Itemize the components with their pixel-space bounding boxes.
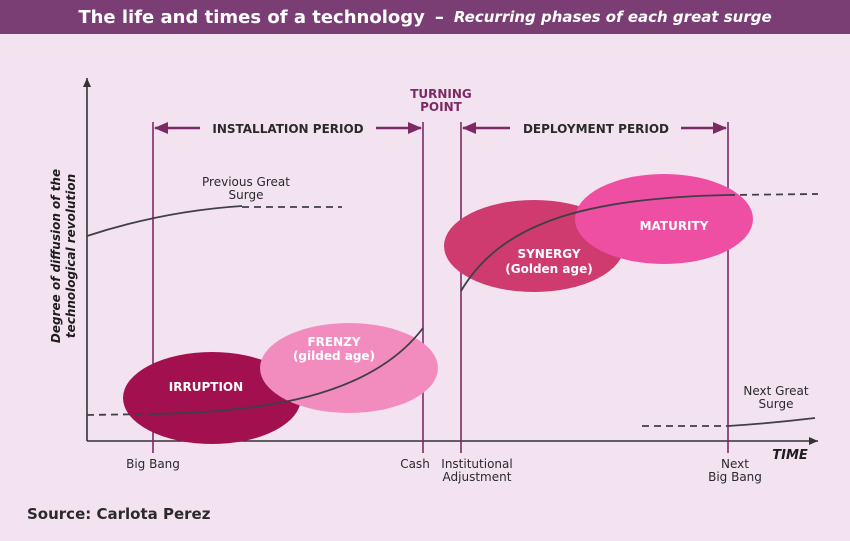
big-bang-label: Big Bang xyxy=(126,457,180,471)
next-surge-curve xyxy=(727,417,816,427)
irruption-ellipse xyxy=(123,352,301,444)
title-dash: – xyxy=(434,6,444,28)
irruption-label: IRRUPTION xyxy=(169,380,243,394)
next-surge-label-line1: Next Great xyxy=(743,384,808,398)
main-curve-installation xyxy=(152,327,424,415)
next-surge-label-line2: Surge xyxy=(759,397,794,411)
next-big-bang-label-line1: Next xyxy=(721,457,749,471)
deployment-period-label: DEPLOYMENT PERIOD xyxy=(523,122,669,136)
previous-surge-curve xyxy=(86,205,243,237)
synergy-label-line1: SYNERGY xyxy=(517,247,580,261)
maturity-label: MATURITY xyxy=(640,219,709,233)
frenzy-label-line2: (gilded age) xyxy=(293,349,375,363)
source-credit: Source: Carlota Perez xyxy=(27,505,211,523)
institutional-label-line2: Adjustment xyxy=(443,470,512,484)
main-curve-deployment xyxy=(460,194,729,292)
y-axis-label-line2: technological revolution xyxy=(64,174,78,338)
page-subtitle: Recurring phases of each great surge xyxy=(453,8,772,26)
previous-surge-label-line1: Previous Great xyxy=(202,175,290,189)
turning-point-line2: POINT xyxy=(420,100,463,114)
synergy-label-line2: (Golden age) xyxy=(505,262,592,276)
page-title: The life and times of a technology xyxy=(78,6,425,28)
previous-surge-label-line2: Surge xyxy=(229,188,264,202)
main-curve-dashed-end xyxy=(727,193,819,196)
institutional-label-line1: Institutional xyxy=(441,457,512,471)
frenzy-label-line1: FRENZY xyxy=(307,335,360,349)
title-bar: The life and times of a technology – Rec… xyxy=(0,0,850,34)
y-axis-label-line1: Degree of diffusion of the xyxy=(49,169,63,343)
crash-label: Cash xyxy=(400,457,430,471)
maturity-ellipse xyxy=(575,174,753,264)
installation-period-label: INSTALLATION PERIOD xyxy=(212,122,363,136)
next-big-bang-label-line2: Big Bang xyxy=(708,470,762,484)
x-axis-label: TIME xyxy=(772,448,808,463)
turning-point-line1: TURNING xyxy=(410,87,472,101)
frenzy-ellipse xyxy=(260,323,438,413)
